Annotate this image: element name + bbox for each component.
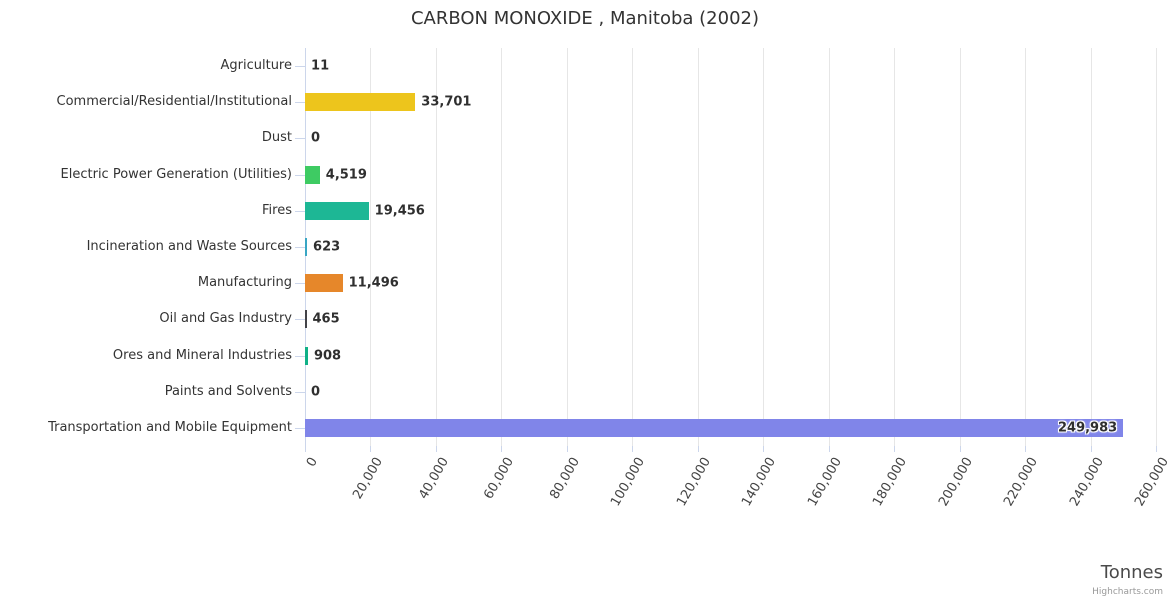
bar[interactable] [305, 165, 320, 184]
x-axis-tick-label: 260,000 [1132, 455, 1170, 510]
y-axis-tick [295, 355, 305, 357]
x-axis-tick-label: 240,000 [1066, 455, 1107, 510]
x-axis-tick [435, 446, 437, 452]
x-axis-tick [828, 446, 830, 452]
bar-value-label: 11,496 [348, 275, 399, 291]
category-label: Electric Power Generation (Utilities) [60, 166, 292, 182]
bar[interactable] [305, 310, 307, 329]
grid-line [435, 48, 437, 446]
x-axis-tick-label: 200,000 [935, 455, 976, 510]
chart-title: CARBON MONOXIDE , Manitoba (2002) [410, 8, 760, 29]
x-axis-tick [1025, 446, 1027, 452]
bar-value-label: 0 [311, 384, 321, 400]
y-axis-tick [295, 391, 305, 393]
grid-line [1156, 48, 1157, 446]
grid-line [566, 48, 568, 446]
x-axis-tick [501, 446, 503, 452]
bar-value-label: 0 [311, 130, 321, 146]
y-axis-tick [295, 138, 305, 140]
x-axis-tick-label: 180,000 [870, 455, 911, 510]
x-axis-tick-label: 0 [303, 455, 321, 470]
grid-line [894, 48, 896, 446]
bar-value-label: 908 [313, 348, 342, 364]
x-axis-tick-label: 60,000 [481, 455, 518, 502]
highcharts-credit-link[interactable]: Highcharts.com [1092, 587, 1163, 597]
x-axis-tick [697, 446, 699, 452]
grid-line [828, 48, 830, 446]
y-axis-tick [295, 102, 305, 104]
y-axis-tick [295, 247, 305, 248]
bar-value-label: 11 [311, 58, 330, 74]
x-axis-tick-label: 40,000 [416, 455, 452, 502]
bar[interactable] [305, 238, 308, 256]
x-axis-tick-label: 120,000 [673, 455, 714, 510]
x-axis-tick [959, 446, 961, 452]
x-axis-tick-label: 100,000 [608, 455, 649, 510]
x-axis-tick [632, 446, 634, 452]
y-axis-tick [295, 319, 305, 321]
bar[interactable] [305, 93, 416, 112]
x-axis-tick [894, 446, 896, 452]
x-axis-tick [1090, 446, 1092, 452]
y-axis-tick [295, 283, 305, 285]
y-axis-tick [295, 66, 305, 68]
category-label: Commercial/Residential/Institutional [56, 94, 293, 110]
bar-value-label: 623 [313, 239, 341, 255]
bar-value-label: 465 [312, 311, 340, 327]
category-label: Fires [262, 202, 292, 218]
x-axis-tick-label: 220,000 [1001, 455, 1042, 510]
grid-line [697, 48, 699, 446]
grid-line [632, 48, 634, 446]
y-axis-tick [295, 210, 305, 212]
x-axis-tick [1156, 446, 1157, 452]
category-label: Transportation and Mobile Equipment [48, 419, 292, 435]
y-axis-tick [295, 427, 305, 429]
category-label: Incineration and Waste Sources [86, 239, 292, 254]
x-axis-tick [763, 446, 765, 452]
category-label: Ores and Mineral Industries [112, 347, 292, 363]
grid-line [501, 48, 503, 446]
bar-value-label: 19,456 [374, 203, 425, 219]
bar-value-label: 4,519 [325, 167, 367, 183]
bar[interactable] [305, 346, 308, 365]
category-label: Paints and Solvents [164, 383, 292, 399]
category-label: Manufacturing [197, 275, 292, 291]
grid-line [763, 48, 765, 446]
grid-line [370, 48, 372, 446]
y-axis-tick [295, 174, 305, 176]
x-axis-title: Tonnes [1100, 562, 1163, 583]
x-axis-tick [305, 446, 306, 452]
category-label: Oil and Gas Industry [159, 311, 292, 327]
x-axis-tick-label: 80,000 [547, 455, 583, 502]
bar-value-label: 33,701 [421, 94, 472, 110]
category-label: Agriculture [220, 58, 293, 74]
x-axis-tick-label: 160,000 [804, 455, 845, 510]
bar[interactable] [305, 201, 369, 220]
bar[interactable] [305, 274, 343, 293]
x-axis-tick-label: 140,000 [739, 455, 780, 510]
grid-line [959, 48, 961, 446]
x-axis-tick [370, 446, 372, 452]
grid-line [1025, 48, 1027, 446]
grid-line [1090, 48, 1092, 446]
bar-value-label: 249,983 [1057, 420, 1118, 436]
bar[interactable] [305, 418, 1124, 437]
x-axis-tick-label: 20,000 [350, 455, 387, 502]
category-label: Dust [261, 130, 292, 146]
x-axis-tick [566, 446, 568, 452]
